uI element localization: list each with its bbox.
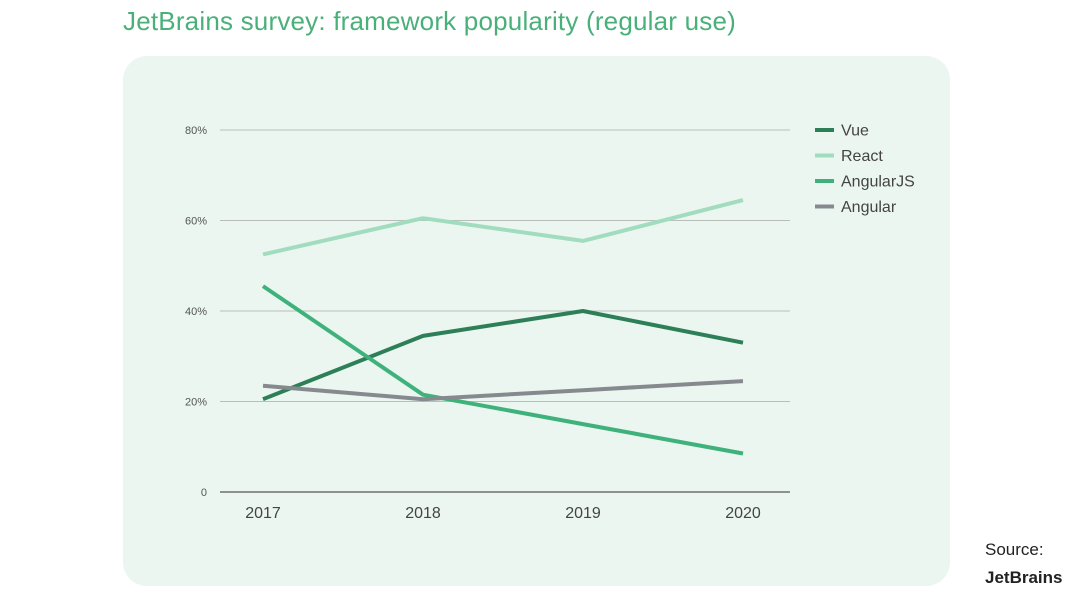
y-axis-ticks: 0 20% 40% 60% 80% <box>185 125 207 499</box>
series-line-angularjs <box>261 284 744 456</box>
source-name: JetBrains <box>985 568 1063 587</box>
source-label: Source: <box>985 540 1044 559</box>
y-tick-label: 60% <box>185 216 207 228</box>
y-tick-label: 80% <box>185 125 207 137</box>
source-note: Source: JetBrains <box>985 536 1062 592</box>
y-tick-label: 20% <box>185 397 207 409</box>
legend: Vue React AngularJS Angular <box>815 123 915 216</box>
series-line-angular <box>262 379 744 402</box>
legend-label: Angular <box>841 199 897 216</box>
y-tick-label: 40% <box>185 306 207 318</box>
legend-item-angular: Angular <box>815 199 897 216</box>
legend-item-vue: Vue <box>815 123 869 140</box>
legend-item-angularjs: AngularJS <box>815 174 915 191</box>
x-tick-label: 2019 <box>565 505 601 522</box>
legend-label: AngularJS <box>841 174 915 191</box>
legend-label: React <box>841 148 883 165</box>
x-tick-label: 2017 <box>245 505 281 522</box>
chart-card <box>123 56 950 586</box>
y-tick-label: 0 <box>201 487 207 499</box>
legend-label: Vue <box>841 123 869 140</box>
legend-item-react: React <box>815 148 883 165</box>
x-tick-label: 2018 <box>405 505 441 522</box>
gridlines <box>220 129 790 493</box>
series-line-react <box>262 198 744 257</box>
page-title: JetBrains survey: framework popularity (… <box>123 6 736 36</box>
x-axis-ticks: 2017 2018 2019 2020 <box>245 505 761 522</box>
series-lines <box>261 198 744 456</box>
x-tick-label: 2020 <box>725 505 761 522</box>
series-line-vue <box>262 309 744 402</box>
